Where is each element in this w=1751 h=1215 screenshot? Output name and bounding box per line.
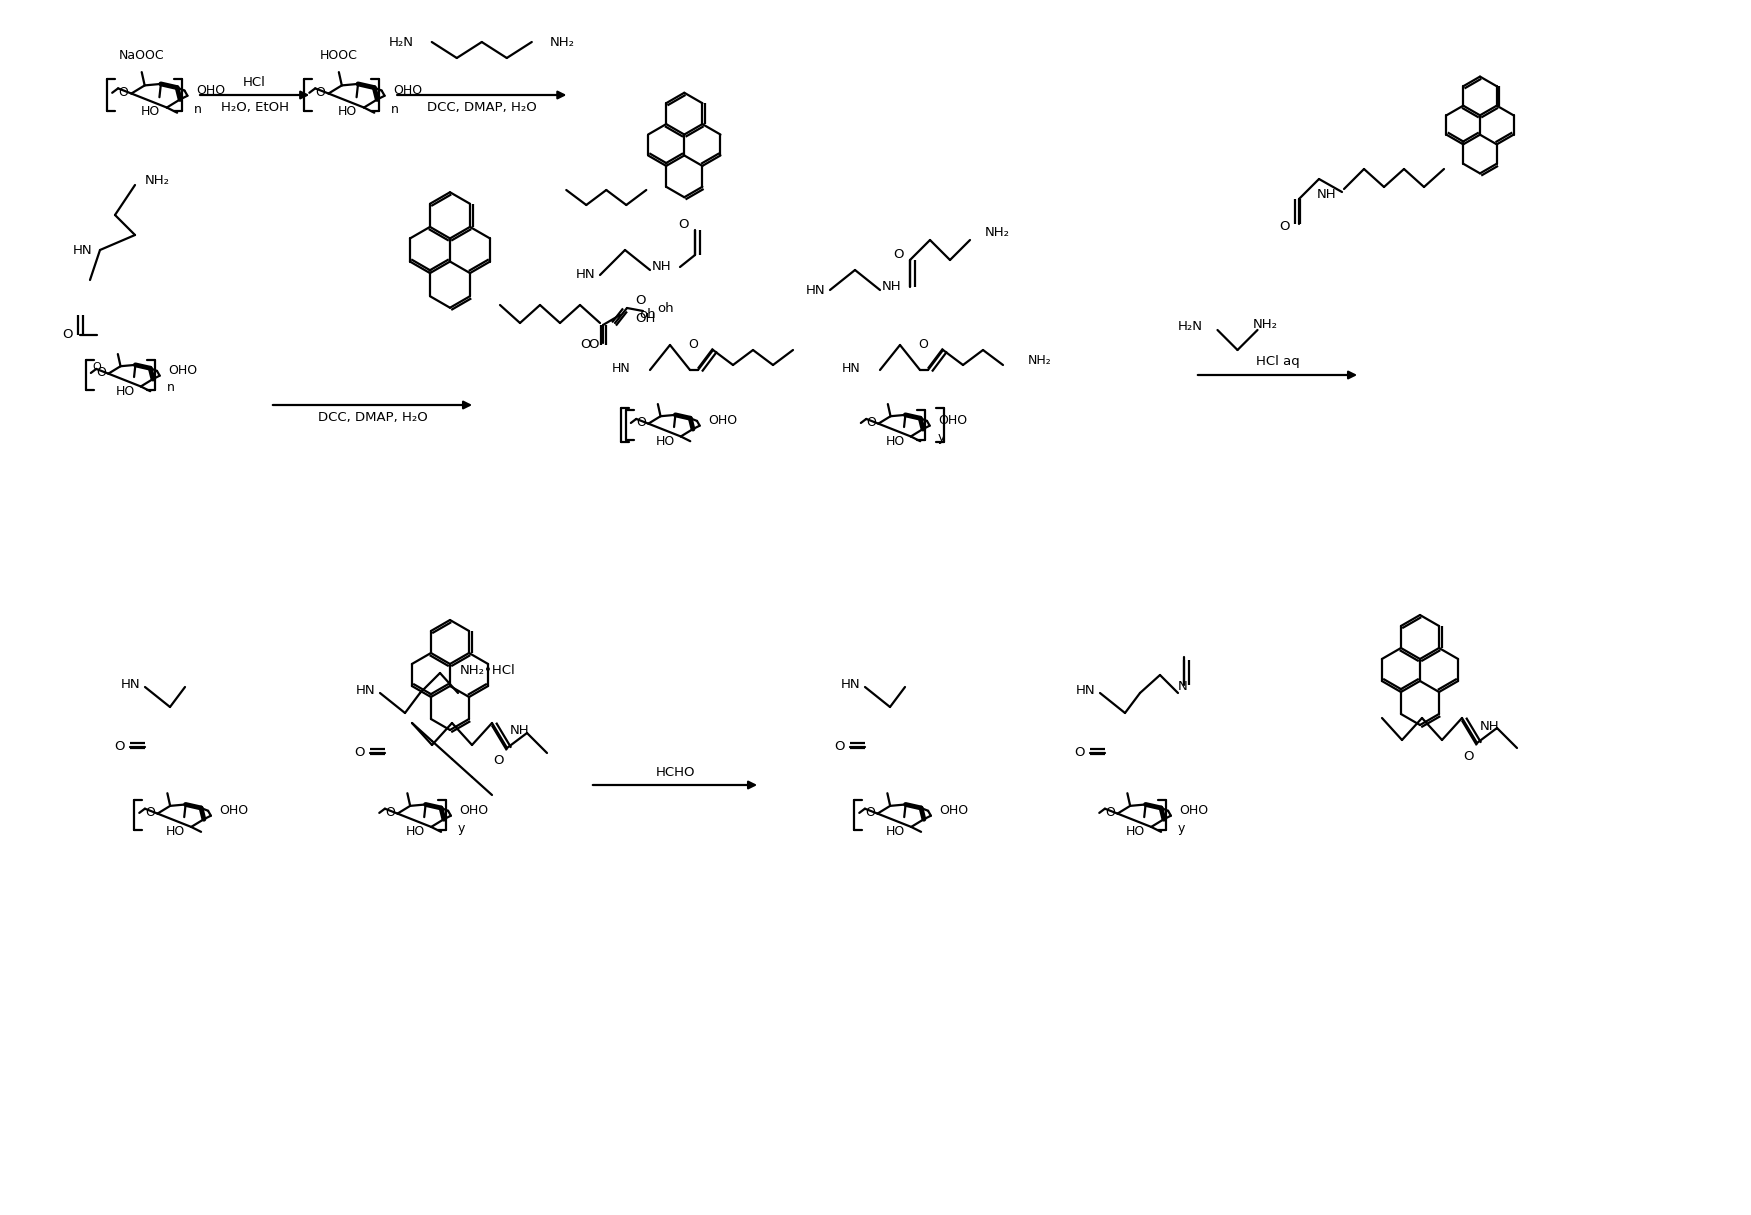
Text: NH₂: NH₂ [1028, 354, 1052, 367]
Text: HO: HO [338, 106, 357, 118]
Text: O: O [1278, 220, 1289, 233]
Text: NH: NH [1480, 719, 1499, 733]
Text: O: O [354, 746, 364, 759]
Text: O: O [63, 328, 74, 341]
Text: y: y [937, 431, 944, 445]
Text: n: n [168, 382, 175, 395]
Text: O: O [688, 339, 699, 351]
Text: HN: HN [121, 678, 140, 691]
Text: oh: oh [657, 303, 674, 316]
Text: DCC, DMAP, H₂O: DCC, DMAP, H₂O [427, 102, 536, 114]
Text: y: y [459, 821, 466, 835]
Text: O: O [867, 417, 876, 429]
Text: DCC, DMAP, H₂O: DCC, DMAP, H₂O [317, 412, 427, 424]
Text: O: O [588, 339, 599, 351]
Text: n: n [390, 102, 399, 115]
Text: HO: HO [1126, 825, 1145, 838]
Text: HCl aq: HCl aq [1255, 356, 1299, 368]
Text: O: O [145, 807, 154, 819]
Text: NH: NH [1317, 187, 1336, 200]
Text: N: N [1178, 680, 1187, 694]
Text: HN: HN [611, 362, 630, 374]
Text: HN: HN [1075, 684, 1094, 696]
Text: OHO: OHO [940, 804, 968, 816]
Text: O: O [865, 807, 876, 819]
Text: O: O [1105, 807, 1115, 819]
Text: HO: HO [116, 385, 135, 399]
Text: OHO: OHO [219, 804, 249, 816]
Text: OHO: OHO [394, 84, 422, 97]
Text: O: O [636, 417, 646, 429]
Text: HCl: HCl [243, 75, 266, 89]
Text: OH: OH [636, 311, 655, 324]
Text: NH: NH [883, 281, 902, 294]
Text: HN: HN [72, 243, 93, 256]
Text: NH₂: NH₂ [1252, 318, 1278, 332]
Text: O: O [678, 219, 688, 232]
Text: NH₂: NH₂ [550, 35, 574, 49]
Text: O: O [636, 294, 646, 307]
Text: HO: HO [886, 435, 905, 448]
Text: NH₂•HCl: NH₂•HCl [461, 663, 517, 677]
Text: OHO: OHO [459, 804, 489, 816]
Text: O: O [581, 339, 592, 351]
Text: NaOOC: NaOOC [119, 49, 165, 62]
Text: O: O [835, 740, 846, 753]
Text: HO: HO [657, 435, 674, 448]
Text: HO: HO [142, 106, 161, 118]
Text: HN: HN [805, 283, 825, 296]
Text: O: O [893, 249, 904, 261]
Text: NH: NH [510, 724, 529, 738]
Text: HN: HN [355, 684, 375, 696]
Text: HO: HO [886, 825, 905, 838]
Text: HN: HN [576, 269, 595, 282]
Text: O: O [1075, 746, 1086, 759]
Text: OHO: OHO [939, 414, 968, 426]
Text: NH₂: NH₂ [986, 226, 1010, 239]
Text: n: n [194, 102, 201, 115]
Text: HCHO: HCHO [655, 765, 695, 779]
Text: OHO: OHO [168, 363, 198, 377]
Text: O: O [114, 740, 124, 753]
Text: O: O [96, 367, 105, 379]
Text: y: y [1178, 821, 1185, 835]
Text: O: O [918, 339, 928, 351]
Text: HO: HO [406, 825, 425, 838]
Text: H₂N: H₂N [389, 35, 413, 49]
Text: O: O [119, 86, 128, 100]
Text: OHO: OHO [196, 84, 226, 97]
Text: NH: NH [651, 260, 672, 273]
Text: O: O [315, 86, 326, 100]
Text: HN: HN [840, 362, 860, 374]
Text: OHO: OHO [709, 414, 737, 426]
Text: OHO: OHO [1180, 804, 1208, 816]
Text: O: O [385, 807, 394, 819]
Text: H₂N: H₂N [1177, 321, 1203, 333]
Text: NH₂: NH₂ [145, 174, 170, 186]
Text: O: O [93, 362, 102, 372]
Text: O: O [492, 755, 503, 768]
Text: HO: HO [166, 825, 186, 838]
Text: HN: HN [840, 678, 860, 691]
Text: oh: oh [639, 309, 657, 322]
Text: O: O [1462, 750, 1473, 763]
Text: H₂O, EtOH: H₂O, EtOH [221, 102, 289, 114]
Text: HOOC: HOOC [320, 49, 357, 62]
